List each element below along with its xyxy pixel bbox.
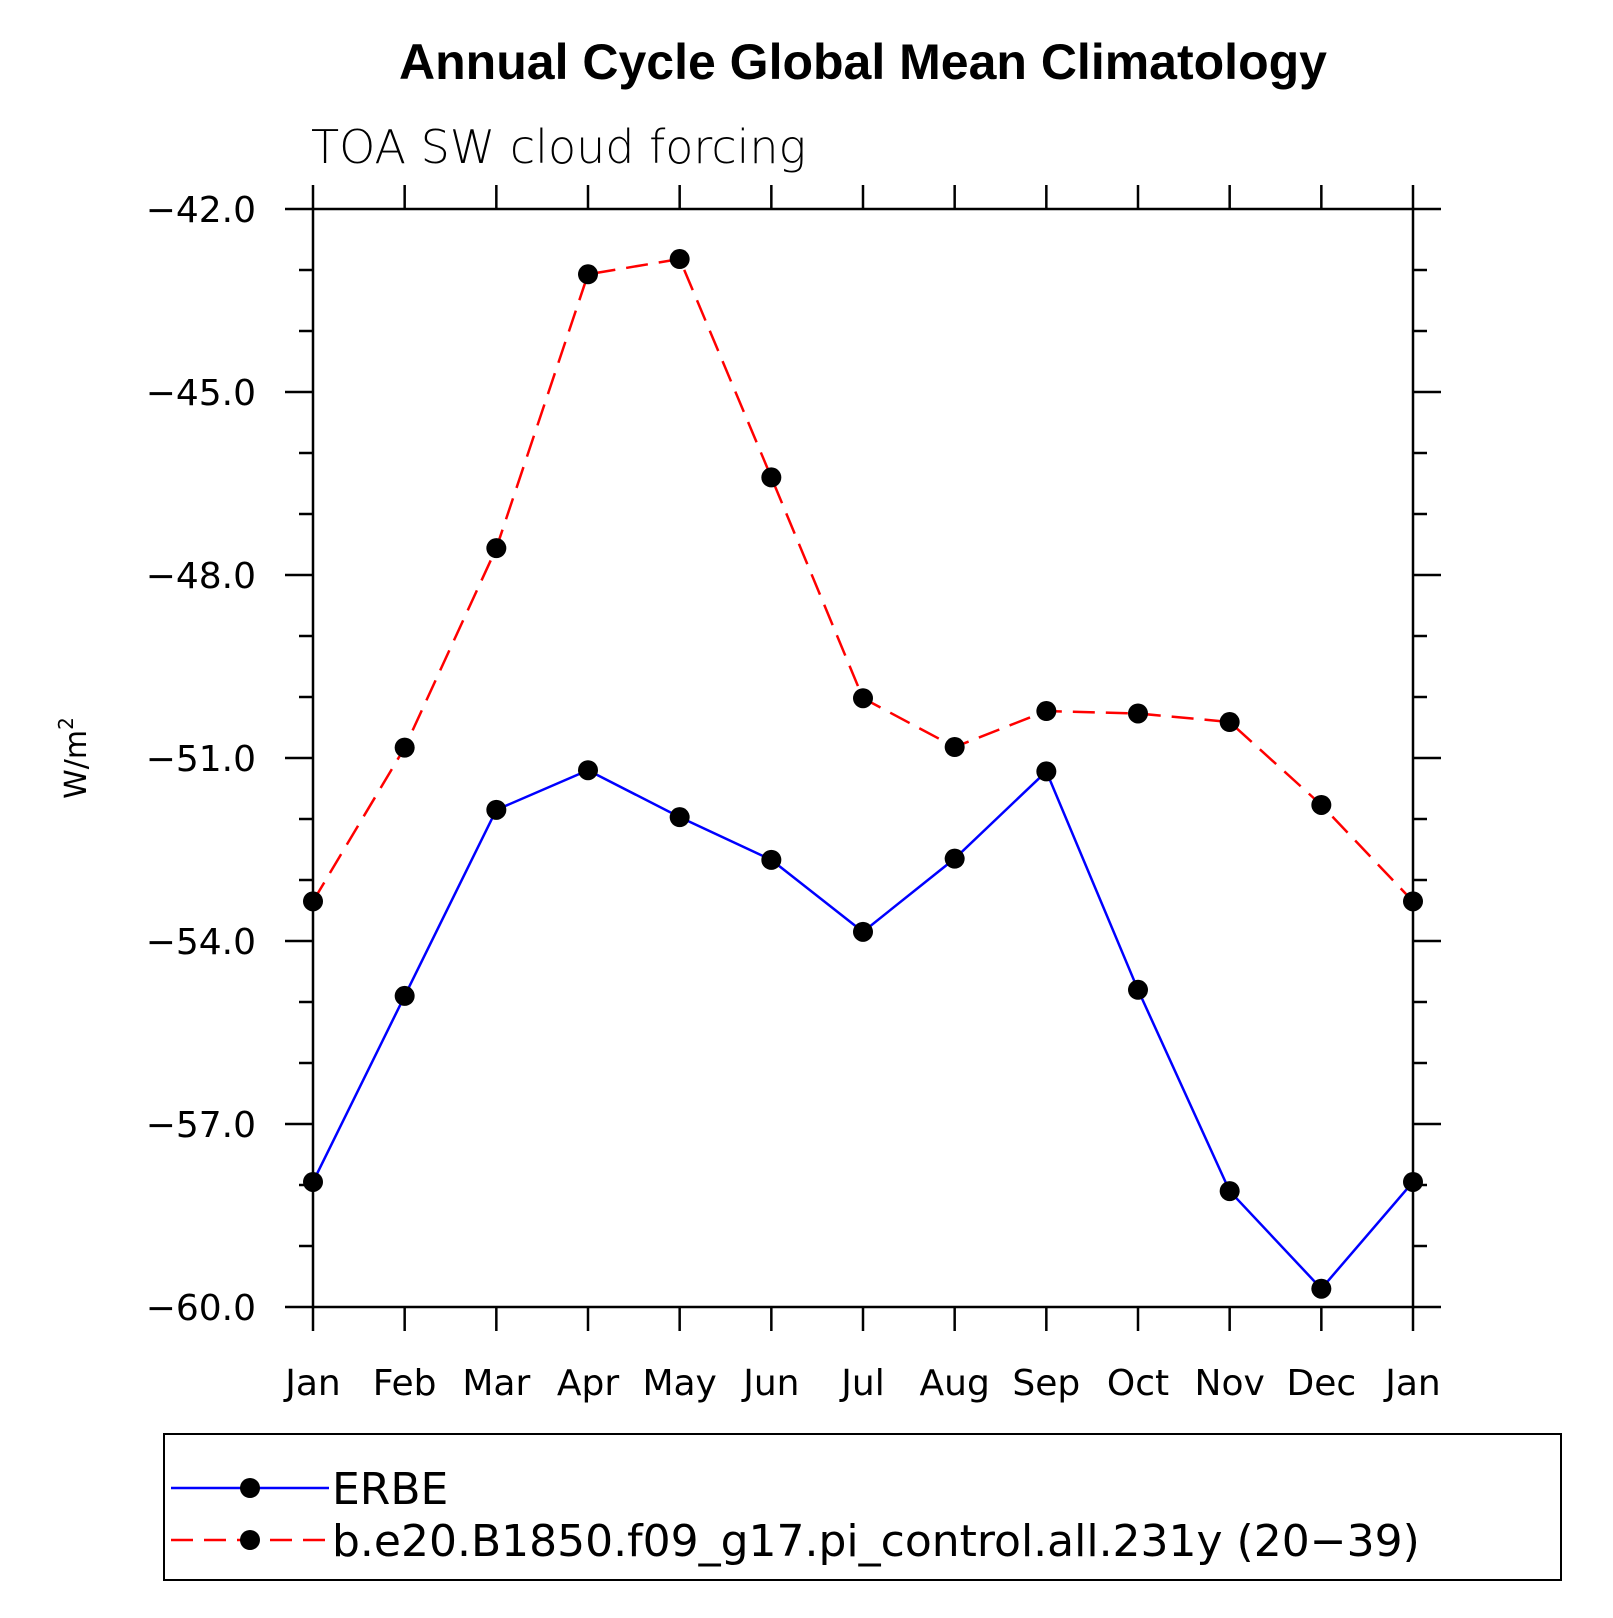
x-tick-label: Jan xyxy=(1383,1363,1441,1404)
y-tick-label: −54.0 xyxy=(146,922,256,963)
series-line-2 xyxy=(311,257,1414,903)
chart-title: Annual Cycle Global Mean Climatology xyxy=(399,34,1327,90)
y-tick-label: −57.0 xyxy=(146,1105,256,1146)
x-tick-label: Apr xyxy=(557,1363,619,1404)
y-tick-label: −42.0 xyxy=(146,190,256,231)
x-axis-ticks: Jan Feb Mar Apr May Jun Jul Aug Sep Oct Nov Dec Jan xyxy=(283,185,1441,1404)
legend-frame xyxy=(163,1433,1562,1581)
series-2-point xyxy=(486,538,507,559)
y-axis-ticks: −42.0 −45.0 −48.0 −51.0 −54.0 −57.0 −60.0 xyxy=(146,190,1441,1329)
series-1-point xyxy=(1219,1181,1240,1202)
series-2-point xyxy=(1219,712,1240,733)
x-tick-label: Sep xyxy=(1012,1363,1080,1404)
x-tick-label: May xyxy=(642,1363,716,1404)
series-2-point xyxy=(1403,891,1423,912)
legend-label-2: b.e20.B1850.f09_g17.pi_control.all.231y … xyxy=(332,1516,1420,1567)
series-1-point xyxy=(669,807,690,828)
legend-items: ERBEb.e20.B1850.f09_g17.pi_control.all.2… xyxy=(171,1464,1420,1567)
series-2-point xyxy=(669,249,690,270)
series-1-point xyxy=(1403,1171,1423,1192)
series-2-point xyxy=(1128,703,1148,724)
y-tick-label: −48.0 xyxy=(146,556,256,597)
series-1-point xyxy=(303,1171,323,1192)
y-tick-label: −51.0 xyxy=(146,739,256,780)
series-2-point xyxy=(394,737,415,758)
legend: ERBEb.e20.B1850.f09_g17.pi_control.all.2… xyxy=(163,1433,1562,1581)
series-2-point xyxy=(303,891,323,912)
plot-frame xyxy=(311,207,1415,1309)
series-line-1 xyxy=(311,768,1414,1291)
y-axis-label: W/m2 xyxy=(54,717,94,799)
x-tick-label: Mar xyxy=(462,1363,530,1404)
x-tick-label: Oct xyxy=(1107,1363,1169,1404)
x-tick-label: Nov xyxy=(1195,1363,1265,1404)
y-tick-label: −60.0 xyxy=(146,1288,256,1329)
x-tick-label: Aug xyxy=(920,1363,990,1404)
series-2-point xyxy=(1311,794,1332,815)
series-1-point xyxy=(761,849,782,870)
x-tick-label: Dec xyxy=(1286,1363,1356,1404)
series-2-point xyxy=(761,467,782,488)
series-2-point xyxy=(944,737,965,758)
chart-subtitle: TOA SW cloud forcing xyxy=(311,120,806,174)
y-axis-label-superscript: 2 xyxy=(54,717,78,730)
series-1-point xyxy=(853,921,873,942)
y-axis-label-base: W/m xyxy=(59,730,94,799)
series-1-point xyxy=(1311,1278,1332,1299)
series-1-point xyxy=(394,985,415,1006)
x-tick-label: Jan xyxy=(283,1363,341,1404)
legend-label-1: ERBE xyxy=(332,1464,448,1515)
series-1-point xyxy=(944,848,965,869)
legend-marker-1 xyxy=(240,1478,260,1498)
series-2-point xyxy=(853,688,873,709)
x-tick-label: Jun xyxy=(741,1363,799,1404)
x-tick-label: Feb xyxy=(373,1363,437,1404)
series-2-point xyxy=(1036,701,1057,722)
series-1-point xyxy=(578,760,598,781)
x-tick-label: Jul xyxy=(839,1363,884,1404)
series-1-point xyxy=(486,799,507,820)
series-1-point xyxy=(1128,979,1148,1000)
series-1-point xyxy=(1036,761,1057,782)
y-tick-label: −45.0 xyxy=(146,373,256,414)
legend-marker-2 xyxy=(240,1530,260,1550)
series-layer xyxy=(303,249,1423,1299)
series-2-point xyxy=(578,264,598,285)
